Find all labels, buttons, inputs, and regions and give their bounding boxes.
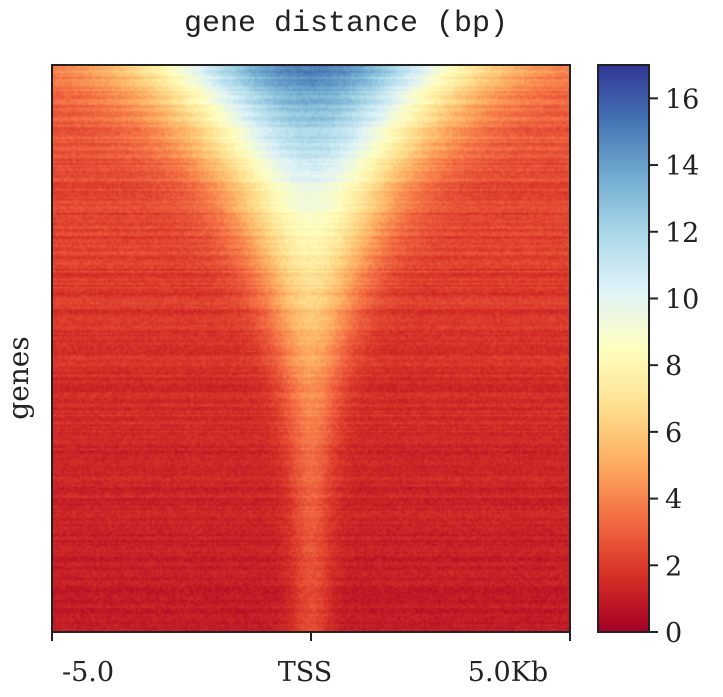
colorbar-tick-label: 4 bbox=[665, 485, 682, 516]
colorbar-gradient bbox=[597, 64, 650, 633]
x-axis: -5.0 TSS 5.0Kb bbox=[51, 632, 571, 688]
chart-title: gene distance (bp) bbox=[184, 7, 508, 41]
y-axis-label: genes bbox=[2, 336, 35, 419]
colorbar: 0 2 4 6 8 10 12 14 16 bbox=[597, 64, 699, 649]
x-tick-label: -5.0 bbox=[62, 657, 114, 688]
colorbar-tick-label: 16 bbox=[665, 84, 699, 115]
x-tick-label: TSS bbox=[278, 657, 333, 688]
colorbar-tick-label: 10 bbox=[665, 284, 699, 315]
colorbar-tick-label: 14 bbox=[665, 151, 699, 182]
colorbar-tick-label: 0 bbox=[665, 618, 682, 649]
colorbar-ticks: 0 2 4 6 8 10 12 14 16 bbox=[649, 84, 699, 649]
colorbar-tick-label: 6 bbox=[665, 418, 682, 449]
colorbar-tick-label: 12 bbox=[665, 218, 699, 249]
heatmap-body bbox=[51, 64, 571, 633]
colorbar-tick-label: 8 bbox=[665, 351, 682, 382]
heatmap-image bbox=[52, 65, 570, 632]
x-tick-label: 5.0Kb bbox=[468, 657, 548, 688]
colorbar-tick-label: 2 bbox=[665, 551, 682, 582]
